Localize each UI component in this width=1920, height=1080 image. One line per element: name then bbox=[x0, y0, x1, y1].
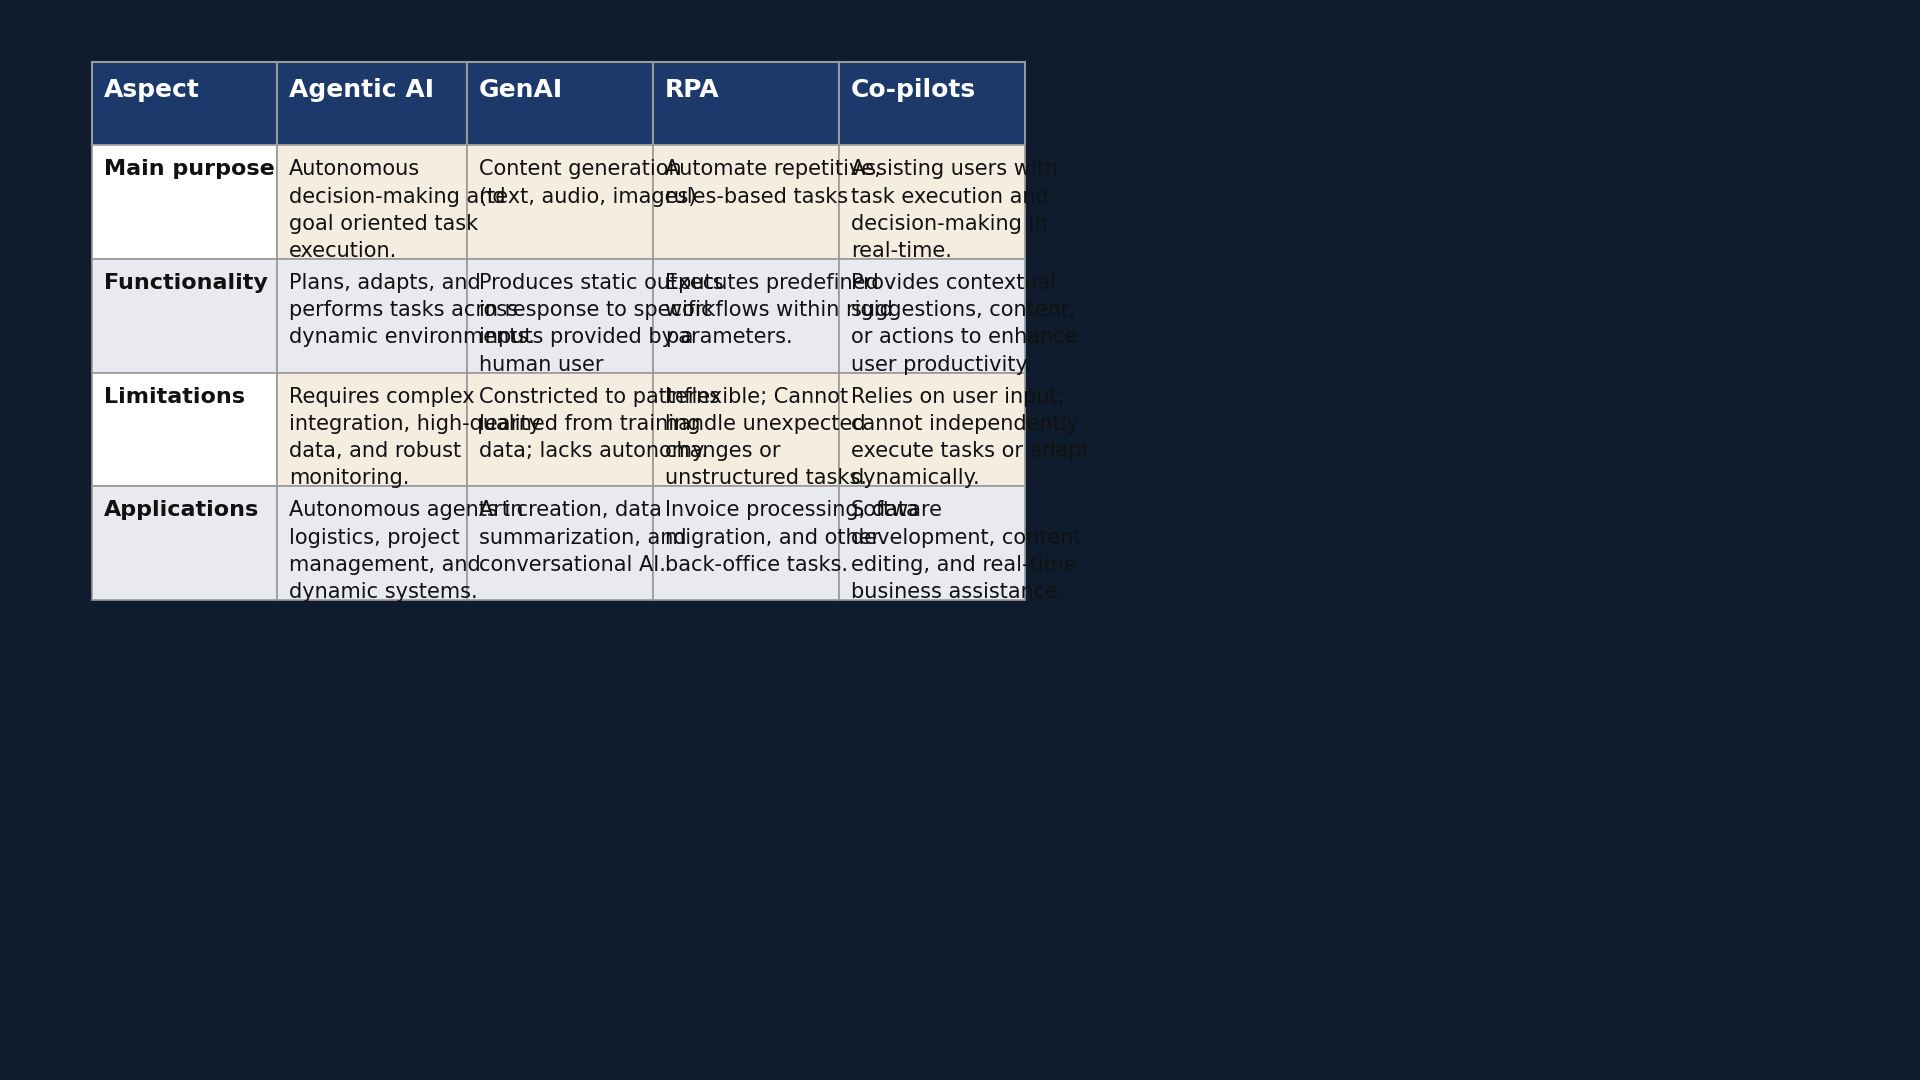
Bar bbox=[653, 373, 839, 486]
Bar bbox=[92, 486, 276, 600]
Text: Executes predefined
workflows within rigid
parameters.: Executes predefined workflows within rig… bbox=[664, 273, 893, 348]
Bar bbox=[276, 62, 467, 146]
Bar bbox=[467, 486, 653, 600]
Text: Content generation
(text, audio, images): Content generation (text, audio, images) bbox=[478, 160, 697, 206]
Text: Relies on user input;
cannot independently
execute tasks or adapt
dynamically.: Relies on user input; cannot independent… bbox=[851, 387, 1091, 488]
Bar bbox=[276, 373, 467, 486]
Text: Applications: Applications bbox=[104, 500, 259, 521]
Bar bbox=[92, 373, 276, 486]
Bar bbox=[653, 62, 839, 146]
Bar bbox=[467, 62, 653, 146]
Bar bbox=[467, 259, 653, 373]
Text: Main purpose: Main purpose bbox=[104, 160, 275, 179]
Text: Requires complex
integration, high-quality
data, and robust
monitoring.: Requires complex integration, high-quali… bbox=[290, 387, 541, 488]
Bar bbox=[276, 486, 467, 600]
Text: Provides contextual
suggestions, content,
or actions to enhance
user productivit: Provides contextual suggestions, content… bbox=[851, 273, 1077, 375]
Bar bbox=[839, 62, 1025, 146]
Bar bbox=[92, 259, 276, 373]
Bar bbox=[92, 62, 276, 146]
Text: Plans, adapts, and
performs tasks across
dynamic environments.: Plans, adapts, and performs tasks across… bbox=[290, 273, 536, 348]
Bar bbox=[839, 373, 1025, 486]
Bar bbox=[276, 146, 467, 259]
Text: Aspect: Aspect bbox=[104, 78, 200, 102]
Bar bbox=[467, 146, 653, 259]
Text: Software
development, content
editing, and real-time
business assistance.: Software development, content editing, a… bbox=[851, 500, 1081, 602]
Bar bbox=[839, 146, 1025, 259]
Text: RPA: RPA bbox=[664, 78, 720, 102]
Bar bbox=[92, 146, 276, 259]
Bar bbox=[839, 259, 1025, 373]
Bar bbox=[653, 259, 839, 373]
Text: Autonomous agents in
logistics, project
management, and
dynamic systems.: Autonomous agents in logistics, project … bbox=[290, 500, 524, 602]
Text: Functionality: Functionality bbox=[104, 273, 269, 293]
Text: Co-pilots: Co-pilots bbox=[851, 78, 975, 102]
Bar bbox=[653, 486, 839, 600]
Text: Assisting users with
task execution and
decision-making in
real-time.: Assisting users with task execution and … bbox=[851, 160, 1058, 261]
Text: Produces static outputs
in response to specific
inputs provided by a
human user: Produces static outputs in response to s… bbox=[478, 273, 724, 375]
Text: Art creation, data
summarization, and
conversational AI.: Art creation, data summarization, and co… bbox=[478, 500, 687, 575]
Text: Limitations: Limitations bbox=[104, 387, 246, 407]
Text: Invoice processing, data
migration, and other
back-office tasks.: Invoice processing, data migration, and … bbox=[664, 500, 920, 575]
Text: Inflexible; Cannot
handle unexpected
changes or
unstructured tasks.: Inflexible; Cannot handle unexpected cha… bbox=[664, 387, 866, 488]
Bar bbox=[653, 146, 839, 259]
Text: Autonomous
decision-making and
goal oriented task
execution.: Autonomous decision-making and goal orie… bbox=[290, 160, 505, 261]
Text: Constricted to patterns
learned from training
data; lacks autonomy.: Constricted to patterns learned from tra… bbox=[478, 387, 720, 461]
Text: Agentic AI: Agentic AI bbox=[290, 78, 434, 102]
Text: GenAI: GenAI bbox=[478, 78, 563, 102]
Bar bbox=[839, 486, 1025, 600]
Text: Automate repetitive,
rules-based tasks: Automate repetitive, rules-based tasks bbox=[664, 160, 881, 206]
Bar bbox=[467, 373, 653, 486]
Bar bbox=[276, 259, 467, 373]
